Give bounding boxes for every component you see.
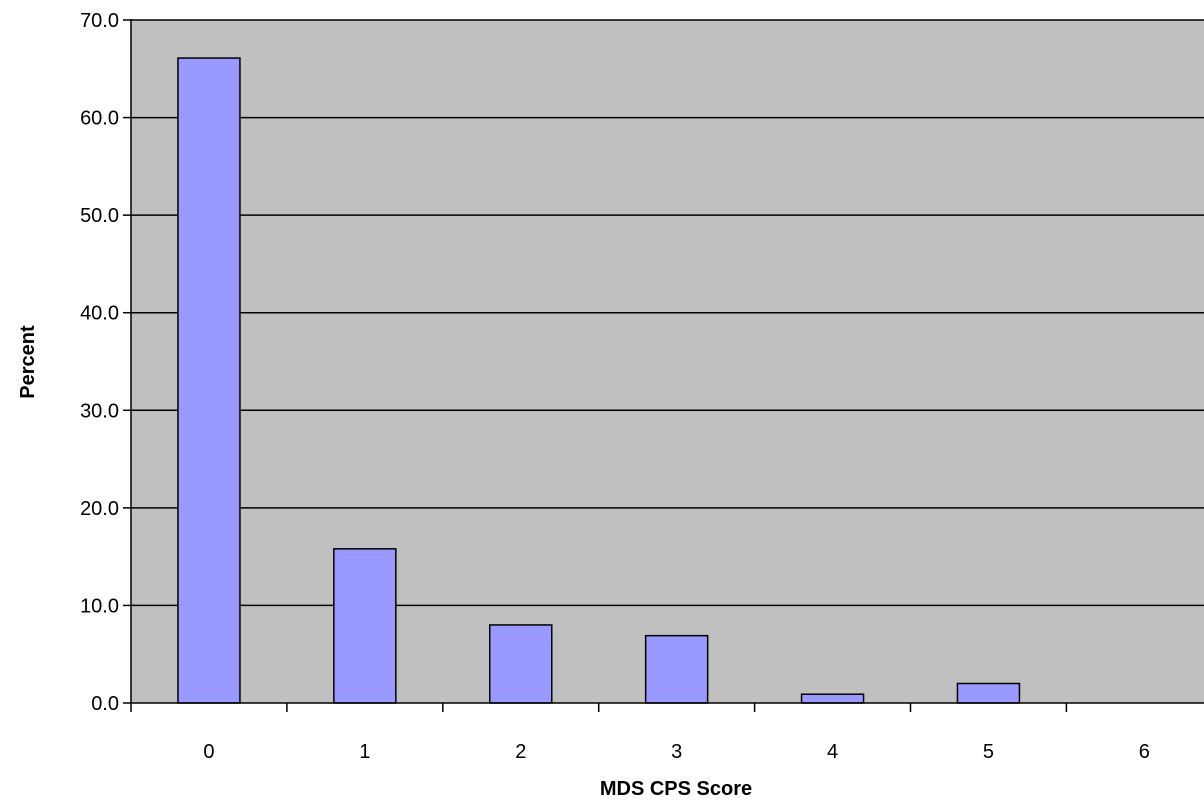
bar-3 xyxy=(644,634,709,704)
x-tick-label: 0 xyxy=(203,741,214,763)
y-axis-title: Percent xyxy=(17,325,39,399)
plot-area xyxy=(131,20,1204,703)
y-tick-label: 60.0 xyxy=(80,108,119,130)
x-tick-label: 1 xyxy=(359,741,370,763)
y-tick-label: 50.0 xyxy=(80,205,119,227)
x-axis-ticks: 0 1 2 3 4 5 6 xyxy=(130,703,1150,763)
y-axis-ticks: 0.0 10.0 20.0 30.0 40.0 50.0 60.0 70.0 xyxy=(80,10,131,715)
bar-0 xyxy=(177,57,241,704)
y-tick-label: 20.0 xyxy=(80,498,119,520)
y-tick-label: 30.0 xyxy=(80,400,119,422)
x-axis-title: MDS CPS Score xyxy=(600,778,752,800)
x-tick-label: 3 xyxy=(671,741,682,763)
y-tick-label: 70.0 xyxy=(80,10,119,32)
gridlines xyxy=(131,19,1204,607)
x-tick-label: 5 xyxy=(983,741,994,763)
x-tick-label: 4 xyxy=(827,741,838,763)
x-tick-label: 6 xyxy=(1139,741,1150,763)
x-tick-label: 2 xyxy=(515,741,526,763)
bar-1 xyxy=(333,548,397,704)
y-tick-label: 0.0 xyxy=(91,693,119,715)
y-tick-label: 10.0 xyxy=(80,595,119,617)
y-tick-label: 40.0 xyxy=(80,303,119,325)
bar-2 xyxy=(489,624,553,704)
bar-5 xyxy=(956,682,1021,704)
bar-4 xyxy=(800,693,865,704)
axes xyxy=(130,19,1204,704)
